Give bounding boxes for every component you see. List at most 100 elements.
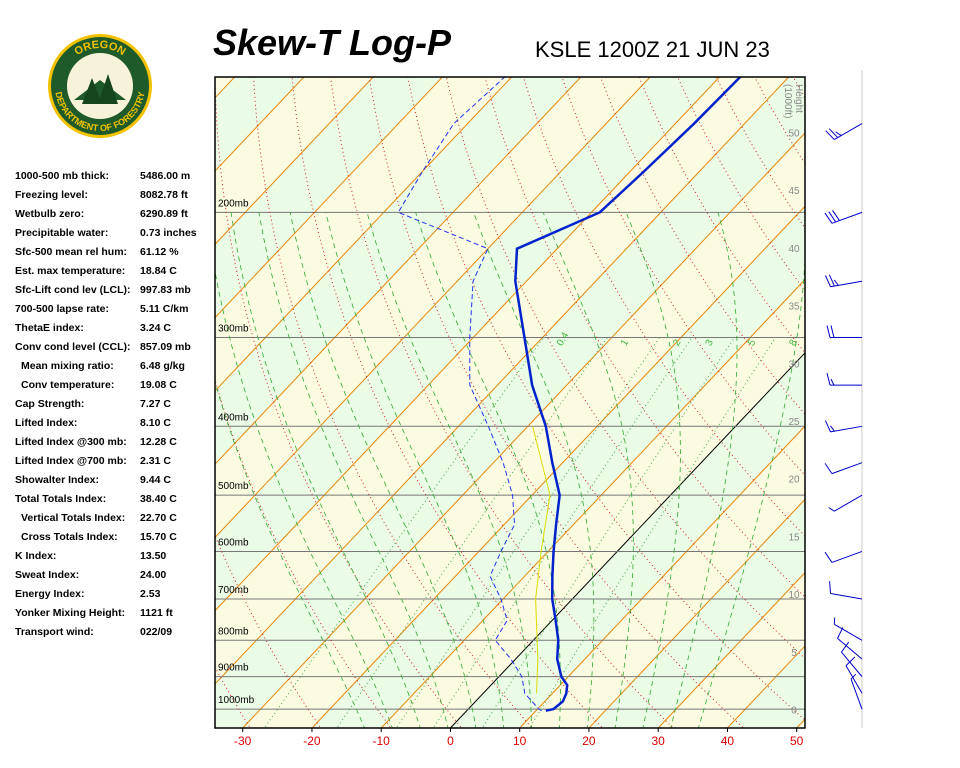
mixing-ratio-line (263, 337, 544, 728)
axes: 1000mb 900mb 800mb 700mb 600mb 500mb 400mb 300m… (218, 84, 804, 748)
wind-barb (824, 462, 863, 475)
dry-adiabat (561, 77, 805, 476)
stat-label: K Index: (15, 550, 56, 562)
height-tick-label: 20 (788, 475, 800, 486)
x-tick-label: -20 (303, 734, 321, 748)
barb-flag (830, 325, 835, 338)
plot-area: 0.4 1 2 3 5 8 (215, 67, 960, 730)
stat-label: Wetbulb zero: (15, 208, 84, 220)
dry-adiabat (215, 378, 392, 728)
barb-flag (845, 656, 856, 666)
isotherm (588, 498, 805, 728)
wind-barb (837, 627, 863, 660)
barb-staff (834, 623, 863, 641)
barb-flag (835, 131, 842, 136)
height-tick-label: 10 (788, 590, 800, 601)
wind-barb (833, 617, 863, 641)
stat-label: Cross Totals Index: (21, 531, 118, 543)
isotherm (215, 77, 651, 539)
dry-adiabat (941, 67, 960, 730)
pressure-label: 900mb (218, 663, 249, 674)
stat-value: 6290.89 ft (140, 208, 188, 220)
stat-value: 022/09 (140, 626, 172, 638)
barb-flag (825, 130, 835, 140)
title: Skew-T Log-P (213, 22, 452, 63)
logo-top: OREGON (72, 39, 127, 58)
pressure-label: 600mb (218, 537, 249, 548)
height-tick-label: 45 (788, 186, 800, 197)
barb-staff (831, 211, 863, 224)
height-tick-label: 25 (788, 417, 800, 428)
wind-barb (826, 325, 862, 339)
stat-label: Energy Index: (15, 588, 84, 600)
stat-label: Lifted Index @700 mb: (15, 455, 127, 467)
barb-flag (826, 325, 831, 338)
dry-adiabat (330, 77, 674, 728)
isotherm (519, 425, 805, 728)
height-axis-label: (1000ft) (782, 84, 793, 118)
stat-label: Transport wind: (15, 626, 94, 638)
stat-label: Cap Strength: (15, 398, 84, 410)
stat-label: Lifted Index @300 mb: (15, 436, 127, 448)
stat-label: Sweat Index: (15, 569, 79, 581)
pressure-label: 300mb (218, 324, 249, 335)
moist-adiabat (258, 212, 449, 728)
height-tick-label: 30 (788, 359, 800, 370)
pressure-label: 500mb (218, 481, 249, 492)
isotherm (796, 718, 805, 728)
wind-barb (826, 372, 862, 386)
barb-staff (830, 280, 863, 288)
x-tick-label: 40 (721, 734, 735, 748)
wind-barb (829, 581, 863, 600)
stat-value: 15.70 C (140, 531, 177, 543)
isotherm (215, 77, 443, 319)
mixing-ratio-label: 5 (746, 337, 759, 348)
stats-table: 1000-500 mb thick: 5486.00 m Freezing leve… (15, 170, 197, 638)
barb-staff (831, 550, 863, 563)
zero-isotherm (450, 352, 805, 728)
station: KSLE 1200Z 21 JUN 23 (535, 37, 770, 62)
wind-barb (850, 673, 863, 710)
isotherm (380, 278, 805, 728)
stat-value: 2.31 C (140, 455, 171, 467)
stat-label: Precipitable water: (15, 227, 108, 239)
temperature-line (514, 77, 742, 712)
mixing-ratio-line (432, 337, 693, 728)
wind-barb (824, 210, 863, 224)
plot-frame (214, 76, 806, 729)
barb-flag (828, 274, 835, 287)
height-tick-label: 0 (791, 706, 797, 717)
stat-label: Vertical Totals Index: (21, 512, 125, 524)
barb-staff (850, 678, 863, 710)
stat-value: 19.08 C (140, 379, 177, 391)
wind-barb (824, 550, 863, 563)
barb-flag (841, 641, 850, 653)
height-axis-label: Height (793, 84, 804, 113)
stat-value: 61.12 % (140, 246, 179, 258)
height-tick-label: 5 (791, 648, 797, 659)
stat-value: 997.83 mb (140, 284, 191, 296)
stat-value: 6.48 g/kg (140, 360, 185, 372)
stat-value: 9.44 C (140, 474, 171, 486)
pressure-label: 200mb (218, 198, 249, 209)
wind-barb (841, 641, 863, 677)
stat-value: 13.50 (140, 550, 166, 562)
barb-flag (828, 507, 835, 512)
barb-flag (833, 279, 839, 286)
moist-adiabat (698, 250, 805, 728)
moist-adiabat (325, 212, 505, 728)
stat-label: Lifted Index: (15, 417, 77, 429)
moist-adiabat (542, 212, 634, 728)
stat-label: Showalter Index: (15, 474, 99, 486)
moist-adiabat (230, 212, 421, 728)
barb-flag (828, 211, 837, 223)
isotherm (311, 205, 805, 728)
moist-adiabat (366, 212, 532, 728)
barb-flag (824, 420, 831, 433)
height-tick-label: 40 (788, 244, 800, 255)
barb-flag (824, 551, 833, 563)
stat-label: Mean mixing ratio: (21, 360, 114, 372)
stat-label: Yonker Mixing Height: (15, 607, 125, 619)
isotherm (866, 77, 960, 728)
